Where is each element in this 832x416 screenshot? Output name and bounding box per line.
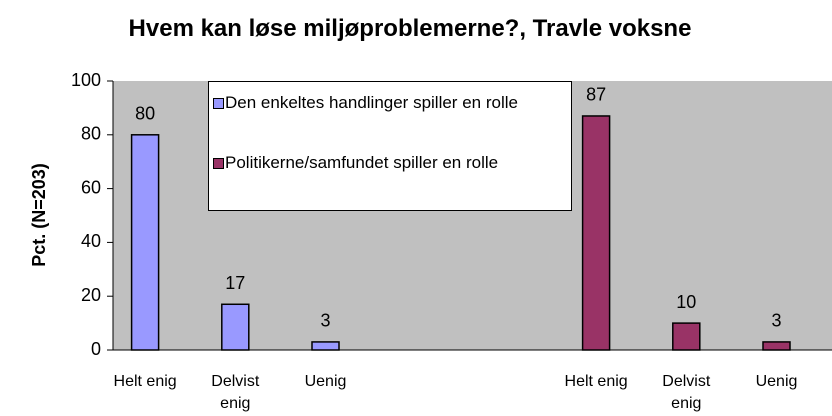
- y-tick-label: 40: [81, 231, 101, 251]
- data-label: 80: [135, 104, 155, 124]
- x-tick-label: Uenig: [755, 373, 798, 390]
- bar: [672, 322, 701, 351]
- legend-swatch: [213, 158, 224, 169]
- chart-title: Hvem kan løse miljøproblemerne?, Travle …: [128, 15, 692, 42]
- x-tick-label: Uenig: [304, 373, 347, 390]
- legend-label: Den enkeltes handlinger spiller en rolle: [225, 93, 518, 112]
- data-label: 10: [676, 292, 696, 312]
- data-label: 3: [771, 311, 781, 331]
- bar: [221, 303, 250, 351]
- bar: [762, 341, 791, 351]
- legend-label: Politikerne/samfundet spiller en rolle: [225, 153, 499, 172]
- legend: Den enkeltes handlinger spiller en rolle…: [208, 81, 572, 211]
- bar: [311, 341, 340, 351]
- y-tick-label: 60: [81, 177, 101, 197]
- data-label: 87: [586, 85, 606, 105]
- legend-swatch: [213, 98, 224, 109]
- y-tick-label: 80: [81, 124, 101, 144]
- y-tick-label: 100: [71, 70, 101, 90]
- bar: [130, 134, 160, 351]
- data-label: 3: [320, 311, 330, 331]
- x-tick-label: Delvist enig: [211, 373, 260, 412]
- x-tick-label: Helt enig: [113, 373, 177, 390]
- x-tick-label: Delvist enig: [662, 373, 711, 412]
- data-label: 17: [225, 273, 245, 293]
- bar: [581, 115, 611, 351]
- y-tick-label: 20: [81, 285, 101, 305]
- y-axis-label: Pct. (N=203): [29, 163, 49, 267]
- x-tick-label: Helt enig: [564, 373, 628, 390]
- y-tick-label: 0: [91, 339, 101, 359]
